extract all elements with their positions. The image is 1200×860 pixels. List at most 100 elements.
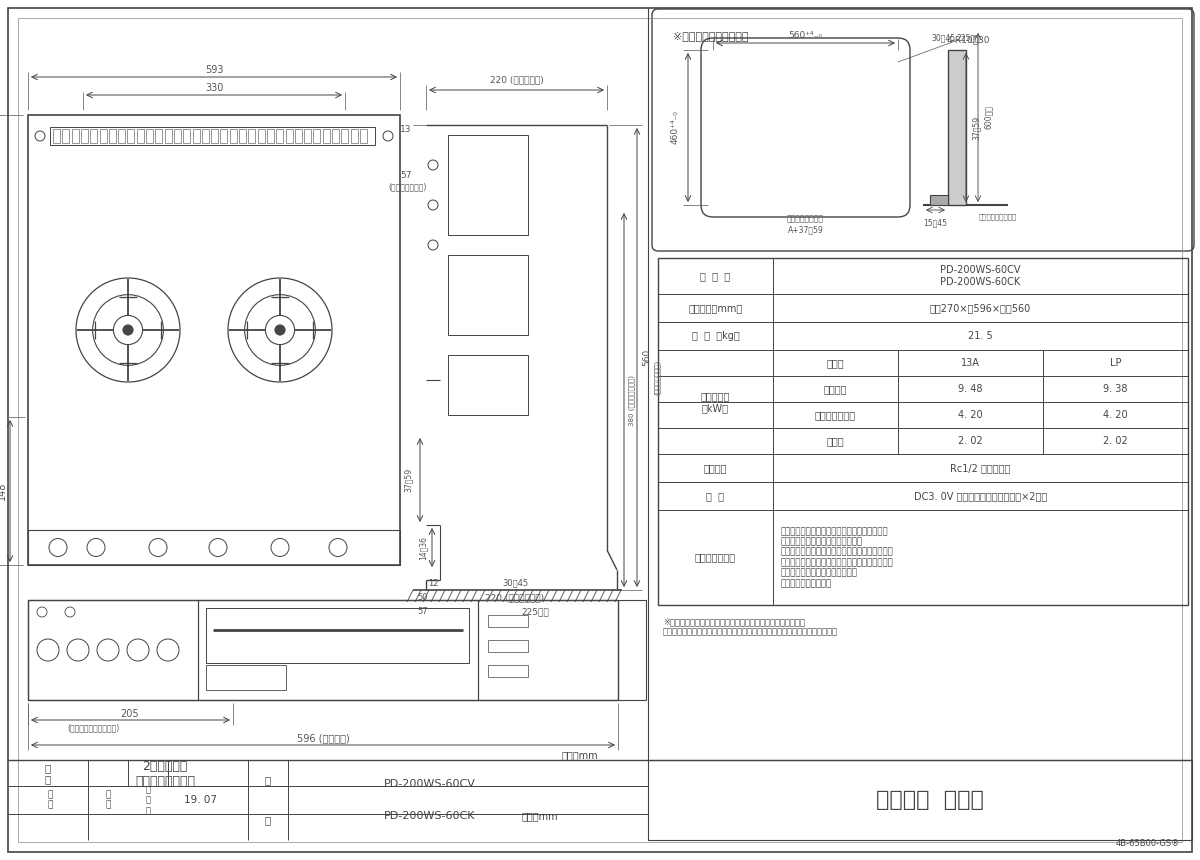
Text: 4. 20: 4. 20 (958, 410, 983, 420)
Bar (239, 129, 246, 143)
Text: 14～36: 14～36 (419, 536, 427, 560)
Text: 単位：mm: 単位：mm (562, 750, 599, 760)
Text: グリル: グリル (827, 436, 845, 446)
Text: 148: 148 (0, 482, 7, 501)
Text: 596 (本体寸法): 596 (本体寸法) (296, 733, 349, 743)
Text: (ガス後方接続口): (ガス後方接続口) (389, 182, 427, 192)
Bar (72, 129, 79, 143)
Bar (109, 129, 116, 143)
Bar (448, 255, 528, 335)
Text: 接続方法: 接続方法 (703, 463, 727, 473)
Bar (80, 129, 88, 143)
Text: 単位：mm: 単位：mm (522, 811, 558, 821)
Bar (221, 129, 228, 143)
Text: 調理油過熱防止装置（天ぷら油過熱防止機能）
立消え安全装置、消し忘れ消火機能
焦げつき消火機能、異常過熱防止機能（コンロ）
グリル過熱防止機能、火力切り替えお知: 調理油過熱防止装置（天ぷら油過熱防止機能） 立消え安全装置、消し忘れ消火機能 焦… (781, 527, 894, 588)
Bar (488, 665, 528, 677)
Bar (146, 129, 154, 143)
Circle shape (122, 325, 133, 335)
Text: LP: LP (1110, 358, 1121, 368)
Text: 30～45: 30～45 (502, 579, 528, 587)
Text: 尺
度: 尺 度 (47, 790, 53, 810)
Text: 9. 38: 9. 38 (1103, 384, 1128, 394)
Text: 57: 57 (418, 607, 428, 617)
Text: 37～59: 37～59 (972, 115, 980, 139)
Text: 型: 型 (265, 775, 271, 785)
Text: 30～45: 30～45 (931, 34, 955, 42)
Text: 560: 560 (642, 349, 652, 366)
Text: 600以上: 600以上 (984, 106, 992, 130)
Bar (948, 50, 966, 205)
Text: 225以上: 225以上 (956, 34, 980, 42)
Text: 220 (ビス頭含む): 220 (ビス頭含む) (490, 76, 544, 84)
Text: 高さ270×幜596×奥行560: 高さ270×幜596×奥行560 (930, 303, 1031, 313)
Bar (478, 600, 646, 700)
Text: 安心・安全機能: 安心・安全機能 (695, 552, 736, 562)
Text: 商  品  名: 商 品 名 (701, 271, 731, 281)
Bar (266, 129, 274, 143)
Bar (28, 600, 198, 700)
Text: 380 (ガス下方接続口): 380 (ガス下方接続口) (629, 374, 635, 426)
Bar (100, 129, 107, 143)
Bar (360, 129, 367, 143)
Circle shape (275, 325, 286, 335)
Text: 205: 205 (121, 709, 139, 719)
Text: 外形寸法（mm）: 外形寸法（mm） (689, 303, 743, 313)
Bar (930, 195, 948, 205)
Bar (229, 129, 236, 143)
Bar (118, 129, 125, 143)
Text: ワークトップ前面: ワークトップ前面 (787, 214, 824, 224)
Text: 57: 57 (401, 170, 412, 180)
Bar (448, 355, 528, 415)
Text: 220 (グリル取手部): 220 (グリル取手部) (486, 593, 545, 603)
Bar (137, 129, 144, 143)
Text: 19. 07: 19. 07 (184, 795, 216, 805)
Bar (50, 127, 374, 145)
Text: DC3. 0V （単一形アルカリ乾電池×2本）: DC3. 0V （単一形アルカリ乾電池×2本） (914, 491, 1048, 501)
Text: PD-200WS-60CV
PD-200WS-60CK: PD-200WS-60CV PD-200WS-60CK (941, 265, 1021, 286)
Bar (28, 600, 618, 700)
Text: 2ログリル付
ビルトインコンロ: 2ログリル付 ビルトインコンロ (134, 759, 194, 788)
Text: 13A: 13A (961, 358, 980, 368)
Bar (28, 115, 400, 565)
Text: 更
新
日: 更 新 日 (145, 785, 150, 815)
Bar (276, 129, 283, 143)
Text: 9. 48: 9. 48 (959, 384, 983, 394)
Bar (155, 129, 162, 143)
Text: (ガス下方、後方接続口): (ガス下方、後方接続口) (67, 723, 119, 733)
Text: 電  源: 電 源 (707, 491, 725, 501)
Bar (488, 640, 528, 652)
Bar (206, 608, 469, 663)
Bar (174, 129, 181, 143)
Bar (313, 129, 320, 143)
Text: 2. 02: 2. 02 (958, 436, 983, 446)
Text: A+37～59: A+37～59 (787, 225, 823, 235)
Bar (648, 760, 1192, 840)
Bar (332, 129, 340, 143)
Bar (184, 129, 191, 143)
Text: ガス種: ガス種 (827, 358, 845, 368)
Bar (202, 129, 209, 143)
Text: Rc1/2 （メネジ）: Rc1/2 （メネジ） (950, 463, 1010, 473)
Text: 株式会社  パロマ: 株式会社 パロマ (876, 790, 984, 810)
Bar (448, 135, 528, 235)
Bar (658, 258, 1188, 605)
Bar (62, 129, 70, 143)
Bar (488, 615, 528, 627)
Bar (341, 129, 348, 143)
Text: 2. 02: 2. 02 (1103, 436, 1128, 446)
Bar (28, 530, 400, 565)
FancyBboxPatch shape (652, 9, 1194, 251)
Text: ※仕様は改良のためお知らせせずに変更することがあります。
又、表数値は、標準ですので、ガス種によって数値が変わることがあります。: ※仕様は改良のためお知らせせずに変更することがあります。 又、表数値は、標準です… (662, 617, 838, 636)
Bar (192, 129, 199, 143)
Text: 560⁺⁴₋₀: 560⁺⁴₋₀ (788, 30, 822, 40)
Text: キャビネット扉前面: キャビネット扉前面 (979, 213, 1018, 220)
Text: 460⁺⁴₋₀: 460⁺⁴₋₀ (671, 111, 679, 144)
Text: ※ワークトップ開口寸法: ※ワークトップ開口寸法 (673, 31, 749, 41)
Bar (286, 129, 293, 143)
Text: 4. 20: 4. 20 (1103, 410, 1128, 420)
Text: 図
番: 図 番 (106, 790, 110, 810)
Text: 225以上: 225以上 (521, 607, 548, 617)
Text: 式: 式 (265, 815, 271, 825)
Bar (295, 129, 302, 143)
Text: ガス消費量
（kW）: ガス消費量 （kW） (701, 391, 730, 413)
